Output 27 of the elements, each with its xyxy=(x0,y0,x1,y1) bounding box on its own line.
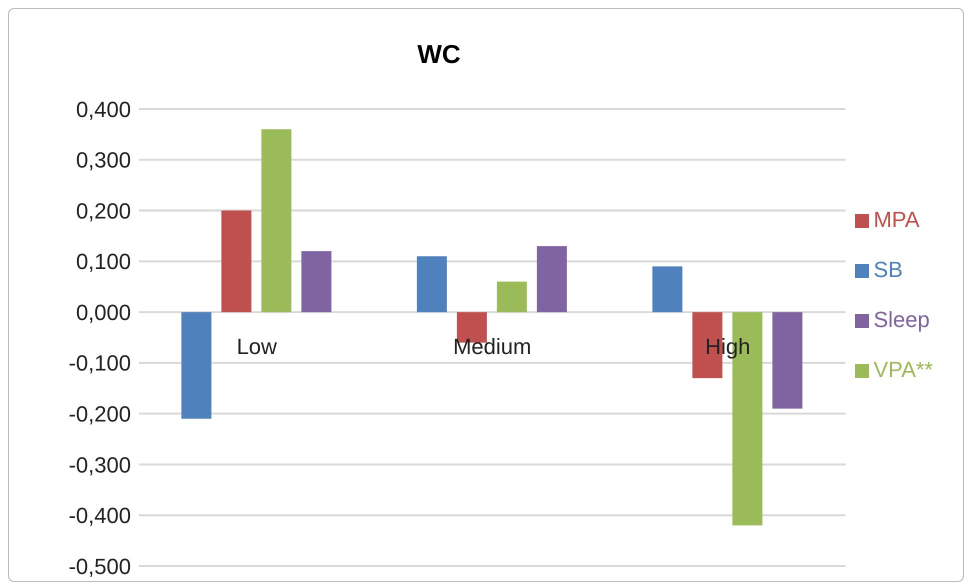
chart-title: WC xyxy=(416,39,462,70)
x-tick-label: High xyxy=(705,334,750,360)
y-tick-label: -0,400 xyxy=(68,503,131,528)
y-tick-label: -0,100 xyxy=(68,350,131,376)
y-tick-label: 0,300 xyxy=(76,148,131,173)
y-tick-label: -0,300 xyxy=(68,452,131,478)
bar xyxy=(496,282,527,312)
y-tick-label: 0,400 xyxy=(76,96,131,122)
legend-label: VPA** xyxy=(873,357,933,382)
bar xyxy=(261,129,292,312)
y-tick-label: -0,500 xyxy=(68,554,131,579)
legend-label: SB xyxy=(873,257,903,282)
bar xyxy=(652,266,682,312)
bar xyxy=(416,256,447,312)
y-tick-label: 0,200 xyxy=(76,198,131,224)
bar xyxy=(772,312,802,409)
y-tick-label: 0,100 xyxy=(76,249,131,274)
y-tick-label: 0,000 xyxy=(76,300,131,325)
bar xyxy=(181,312,212,419)
y-tick-label: -0,200 xyxy=(68,401,131,426)
bar xyxy=(301,251,332,312)
legend-label: Sleep xyxy=(873,307,930,332)
legend-label: MPA xyxy=(873,207,920,232)
x-tick-label: Low xyxy=(236,334,278,360)
x-tick-label: Medium xyxy=(453,334,532,360)
bar xyxy=(536,246,567,312)
bar xyxy=(221,210,252,312)
